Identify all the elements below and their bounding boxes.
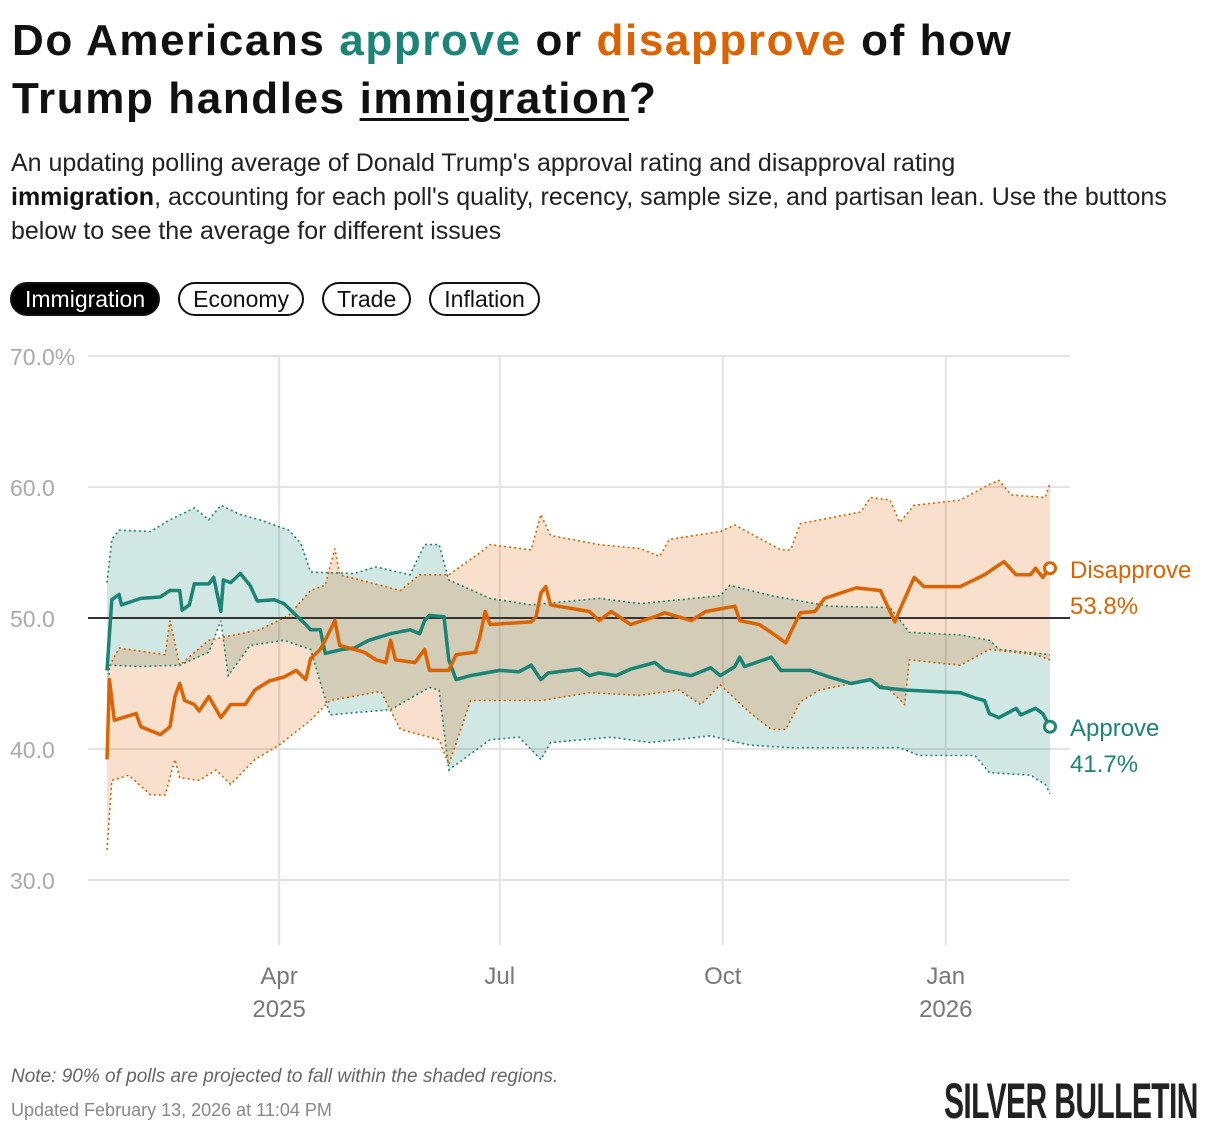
title-text: or bbox=[521, 16, 597, 65]
disapprove-latest-point bbox=[1043, 561, 1057, 576]
y-tick-label: 60.0 bbox=[10, 475, 55, 501]
subtitle-issue: immigration bbox=[11, 183, 155, 211]
inflation-button[interactable]: Inflation bbox=[429, 282, 540, 316]
x-tick-label: Jan bbox=[926, 963, 965, 990]
silver-bulletin-logo: SILVER BULLETIN bbox=[944, 1073, 1198, 1129]
x-tick-label: Apr bbox=[260, 963, 297, 990]
y-axis-ticks: 70.0% 60.0 50.0 40.0 30.0 bbox=[10, 344, 75, 894]
y-tick-label: 30.0 bbox=[10, 868, 55, 894]
x-tick-label: Oct bbox=[704, 963, 742, 990]
y-tick-label: 70.0% bbox=[10, 344, 75, 370]
approve-band-lower bbox=[106, 620, 1051, 794]
immigration-button[interactable]: Immigration bbox=[10, 282, 161, 316]
title-disapprove: disapprove bbox=[596, 16, 848, 65]
title-text: of how bbox=[847, 16, 1013, 65]
title-text: Trump handles bbox=[12, 74, 360, 123]
approve-line bbox=[105, 571, 1052, 728]
updated-timestamp: Updated February 13, 2026 at 11:04 PM bbox=[11, 1100, 332, 1120]
issue-buttons: Immigration Economy Trade Inflation bbox=[10, 282, 540, 316]
subtitle: An updating polling average of Donald Tr… bbox=[11, 146, 1211, 248]
end-labels: Approve 41.7% Disapprove 53.8% bbox=[1070, 557, 1191, 778]
disapprove-band-upper bbox=[106, 479, 1051, 671]
trade-button[interactable]: Trade bbox=[322, 282, 412, 316]
approve-band bbox=[107, 505, 1050, 794]
title-approve: approve bbox=[339, 16, 522, 65]
footnote: Note: 90% of polls are projected to fall… bbox=[11, 1066, 559, 1087]
subtitle-text: , accounting for each poll's quality, re… bbox=[11, 183, 1167, 245]
approve-label: Approve bbox=[1070, 715, 1159, 742]
x-tick-year: 2025 bbox=[252, 996, 305, 1023]
series-lines bbox=[105, 559, 1057, 760]
chart-title: Do Americans approve or disapprove of ho… bbox=[12, 12, 1012, 128]
economy-button[interactable]: Economy bbox=[178, 282, 305, 316]
disapprove-band bbox=[107, 480, 1050, 850]
subtitle-text: An updating polling average of Donald Tr… bbox=[11, 149, 956, 177]
y-tick-label: 50.0 bbox=[10, 606, 55, 632]
title-text: Do Americans bbox=[12, 16, 340, 65]
approve-latest-point bbox=[1043, 719, 1057, 734]
approve-value: 41.7% bbox=[1070, 751, 1138, 778]
title-issue: immigration bbox=[359, 74, 629, 123]
y-tick-label: 40.0 bbox=[10, 737, 55, 763]
title-text: ? bbox=[628, 74, 658, 123]
disapprove-label: Disapprove bbox=[1070, 557, 1191, 584]
confidence-bands bbox=[107, 480, 1050, 850]
x-axis-ticks: Apr 2025 Jul Oct Jan 2026 bbox=[252, 963, 972, 1023]
x-tick-year: 2026 bbox=[919, 996, 972, 1023]
disapprove-value: 53.8% bbox=[1070, 593, 1138, 620]
x-tick-label: Jul bbox=[484, 963, 515, 990]
disapprove-line bbox=[105, 559, 1052, 760]
